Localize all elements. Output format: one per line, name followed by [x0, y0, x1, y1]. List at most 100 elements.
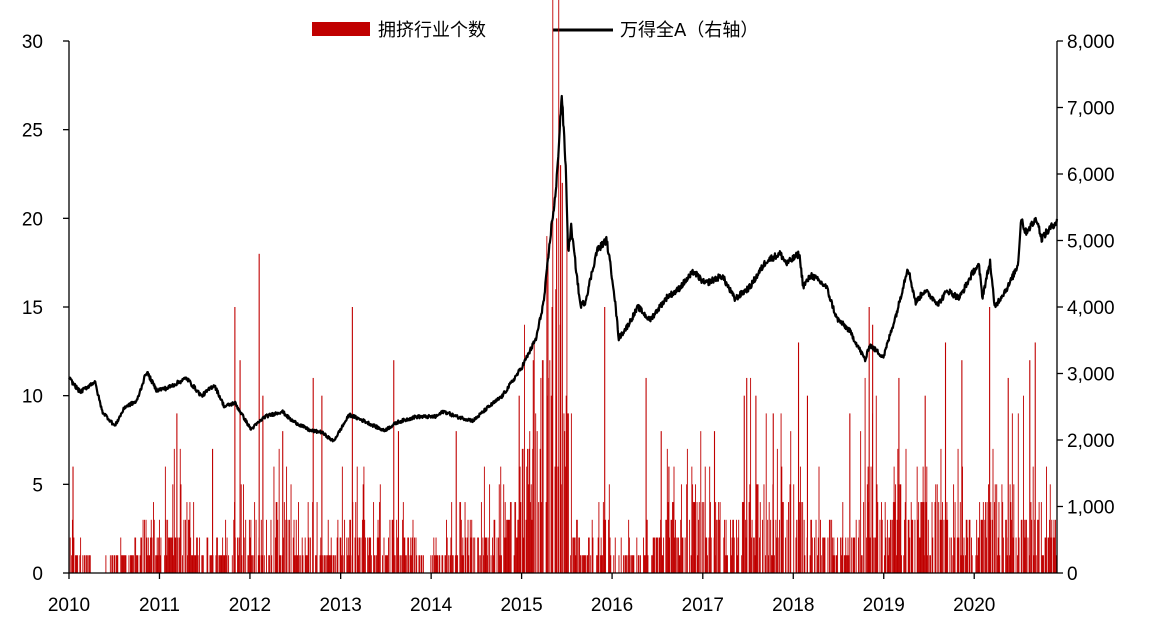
bar	[1033, 555, 1035, 573]
bar	[494, 519, 496, 573]
bar	[383, 537, 385, 573]
bar	[322, 555, 324, 573]
bar	[477, 537, 479, 573]
bar-series	[69, 0, 1058, 574]
bar	[528, 448, 530, 573]
bar	[305, 555, 307, 573]
bar	[233, 519, 235, 573]
bar	[923, 502, 925, 573]
bar-spike	[772, 413, 774, 573]
bar	[943, 519, 945, 573]
bar	[189, 502, 191, 573]
y-left-tick-label: 5	[32, 475, 43, 496]
bar	[248, 555, 250, 573]
bar	[574, 537, 576, 573]
bar	[188, 519, 190, 573]
bar	[926, 466, 928, 573]
bar	[368, 537, 370, 573]
bar	[128, 555, 130, 573]
bar-spike	[262, 395, 264, 573]
bar	[221, 555, 223, 573]
bar	[602, 502, 604, 573]
bar	[304, 537, 306, 573]
y-right-tick-label: 8,000	[1067, 32, 1115, 53]
bar	[535, 413, 537, 573]
bar	[75, 555, 77, 573]
bar-spike	[898, 377, 900, 573]
y-left-tick-label: 10	[22, 387, 43, 408]
bar	[374, 555, 376, 573]
bar	[240, 484, 242, 573]
bar	[117, 555, 119, 573]
bar	[1035, 555, 1037, 573]
bar	[339, 537, 341, 573]
bar	[237, 537, 238, 573]
bar	[833, 537, 835, 573]
bar	[958, 537, 960, 573]
bar	[113, 555, 115, 573]
bar	[160, 537, 162, 573]
bar	[715, 519, 717, 573]
y-left-tick-label: 30	[22, 32, 43, 53]
bar	[1006, 555, 1008, 573]
bar	[373, 502, 375, 573]
bar	[836, 555, 838, 573]
bar	[71, 519, 73, 573]
legend-swatch-bar	[312, 22, 370, 36]
bar	[500, 466, 502, 573]
bar	[522, 448, 524, 573]
bar	[1054, 537, 1056, 573]
bar	[652, 537, 654, 573]
bar	[677, 537, 679, 573]
bar	[675, 537, 677, 573]
bar	[508, 519, 510, 573]
bar	[439, 555, 441, 573]
bar-spike	[321, 395, 323, 573]
bar	[732, 519, 734, 573]
bar	[793, 484, 795, 573]
bar-spike	[604, 307, 606, 573]
bar	[312, 502, 314, 573]
bar	[364, 537, 366, 573]
bar	[820, 519, 821, 573]
bar	[872, 537, 874, 573]
bar	[146, 537, 148, 573]
bar	[982, 502, 984, 573]
bar	[708, 537, 710, 573]
bar	[980, 519, 982, 573]
bar	[583, 555, 585, 573]
bar	[245, 519, 247, 573]
bar	[403, 537, 405, 573]
bar	[348, 555, 350, 573]
bar	[292, 537, 294, 573]
bar	[770, 519, 772, 573]
bar	[175, 537, 177, 573]
bar	[220, 555, 222, 573]
x-tick-label: 2012	[229, 595, 271, 616]
bar	[745, 537, 747, 573]
bar	[158, 537, 160, 573]
bar	[986, 502, 988, 573]
bar	[897, 448, 899, 573]
bar	[887, 555, 889, 573]
bar	[860, 555, 862, 573]
bar	[1023, 519, 1025, 573]
bar	[445, 555, 447, 573]
bar-spike	[645, 377, 647, 573]
bar	[818, 466, 820, 573]
bar	[749, 484, 751, 573]
bar	[994, 502, 995, 573]
bar	[179, 537, 180, 573]
bar	[706, 537, 708, 573]
bar	[643, 555, 645, 573]
bar	[651, 555, 653, 573]
bar	[89, 555, 90, 573]
bar	[810, 519, 812, 573]
bar	[225, 519, 227, 573]
bar	[829, 519, 831, 573]
bar	[922, 466, 924, 573]
bar	[196, 537, 198, 573]
bar	[416, 555, 418, 573]
bar	[135, 555, 137, 573]
bar	[656, 537, 658, 573]
